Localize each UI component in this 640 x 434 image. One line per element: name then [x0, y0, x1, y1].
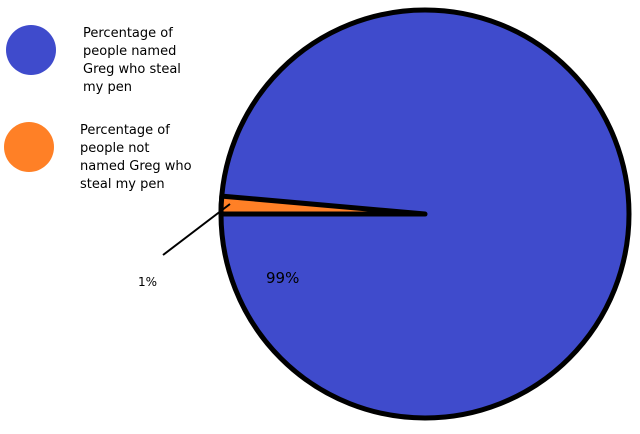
- legend-label-line: Percentage of: [80, 123, 170, 138]
- legend-label-line: named Greg who: [80, 159, 192, 174]
- slice-label-greg: 99%: [266, 269, 299, 287]
- slice-label-not-greg: 1%: [138, 275, 157, 289]
- leader-line: [162, 203, 231, 256]
- legend-label-line: steal my pen: [80, 177, 165, 192]
- legend-swatch: [4, 122, 54, 172]
- legend-swatch: [6, 25, 56, 75]
- legend-label-line: people named: [83, 44, 176, 59]
- slice-labels: 99% 1%: [138, 203, 299, 289]
- legend-entry: Percentage of people named Greg who steal m…: [6, 25, 181, 95]
- legend-label-line: people not: [80, 141, 150, 156]
- pie-slice-not-greg: [218, 193, 428, 217]
- legend-label-line: Greg who steal: [83, 62, 181, 77]
- legend-label: Percentage of people named Greg who steal m…: [83, 26, 181, 95]
- pie: [218, 7, 632, 421]
- legend: Percentage of people named Greg who steal m…: [4, 25, 192, 192]
- legend-label-line: my pen: [83, 80, 132, 95]
- legend-label: Percentage of people not named Greg who ste…: [80, 123, 192, 192]
- legend-entry: Percentage of people not named Greg who ste…: [4, 122, 192, 192]
- legend-label-line: Percentage of: [83, 26, 173, 41]
